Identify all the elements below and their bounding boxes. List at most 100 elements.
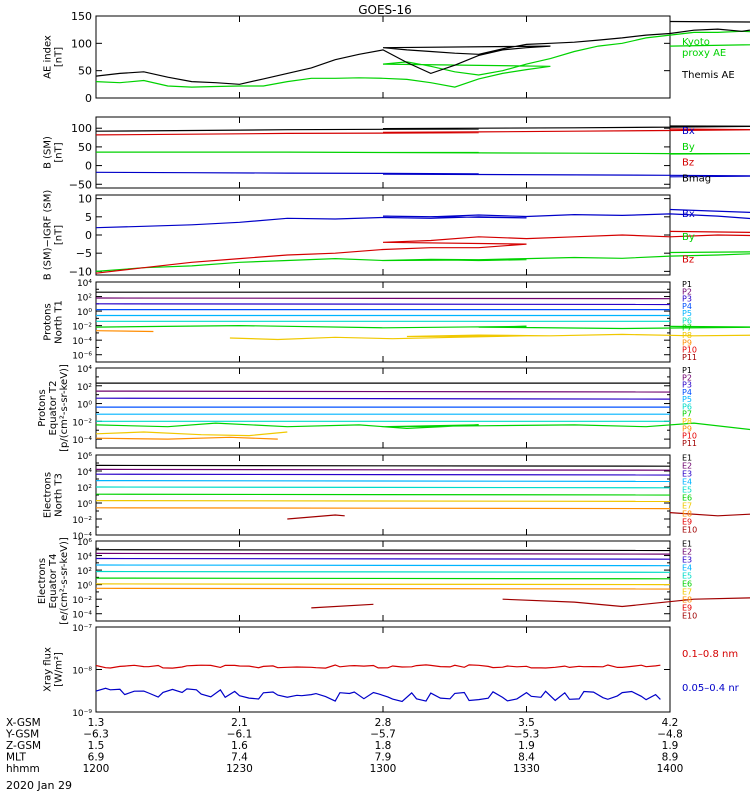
legend-label-e3: E3: [682, 470, 692, 479]
series-line-bz: [95, 128, 750, 136]
y-tick-label: 10²: [77, 383, 92, 393]
legend-label-e7: E7: [682, 588, 692, 597]
y-tick-label: 10⁴: [77, 365, 92, 375]
series-line-e2: [95, 552, 671, 555]
series-line-e10: [311, 603, 374, 609]
legend-label-p10: P10: [682, 432, 697, 441]
x-row-value: 7.9: [375, 752, 392, 764]
y-tick-label: 10⁴: [77, 553, 92, 563]
legend-label-e4: E4: [682, 564, 692, 573]
y-axis-label: AE index: [43, 35, 54, 79]
x-row-value: 8.4: [518, 752, 535, 764]
series-line-bx: [95, 171, 750, 178]
y-axis-label: [p/(cm²-s-sr-keV)]: [59, 364, 70, 452]
legend-label-e1: E1: [682, 454, 692, 463]
date-label: 2020 Jan 29: [6, 779, 72, 792]
legend-label-p7: P7: [682, 410, 692, 419]
legend-label-e10: E10: [682, 526, 697, 535]
series-line-e10b: [502, 597, 750, 608]
series-line-e3: [95, 557, 671, 560]
x-row-value: 1.3: [88, 717, 105, 729]
legend-label-p11: P11: [682, 353, 697, 362]
series-line-kyoto-proxy-ae: [95, 30, 750, 88]
x-axis-block: X-GSM 1.3 2.1 2.8 3.5 4.2 Y-GSM −6.3 −6.1 −5.7 −5.…: [5, 717, 683, 775]
legend-label-e9: E9: [682, 518, 692, 527]
panel-frame: [95, 15, 671, 99]
y-tick-label: 10⁻⁷: [72, 624, 92, 634]
x-row-value: −5.3: [514, 729, 540, 741]
legend-label-p9: P9: [682, 338, 692, 347]
y-tick-label: 50: [78, 65, 92, 78]
legend-label-by: By: [682, 142, 695, 153]
series-line-0-05-0-4-nm: [95, 687, 661, 703]
x-row-label: hhmm: [6, 763, 40, 775]
legend-label-e2: E2: [682, 548, 692, 557]
x-row-value: 1.8: [375, 740, 392, 752]
y-axis-label: Equator T2: [48, 381, 59, 436]
legend-label-by: By: [682, 232, 695, 243]
series-line-e8: [95, 507, 671, 510]
y-axis-label: B (SM): [43, 136, 54, 169]
legend-label-p7: P7: [682, 324, 692, 333]
legend-label-p2: P2: [682, 287, 692, 296]
legend-label-e5: E5: [682, 486, 692, 495]
legend-label-bx: Bx: [682, 209, 695, 220]
series-line-bmag: [95, 125, 750, 132]
series-line-e1: [95, 549, 671, 552]
y-tick-label: 10⁻⁴: [72, 337, 92, 347]
plot-title: GOES-16: [358, 3, 412, 17]
series-line-p3: [95, 303, 671, 306]
legend-label-p5: P5: [682, 395, 692, 404]
x-row-value: 1.5: [88, 740, 105, 752]
series-line-p7: [95, 324, 750, 330]
y-tick-label: 10⁻⁸: [72, 667, 92, 677]
series-line-p2: [95, 297, 671, 300]
y-tick-label: 0: [85, 92, 92, 105]
x-row-label: Z-GSM: [6, 740, 41, 752]
series-line-e10: [287, 514, 345, 520]
legend-label-p10: P10: [682, 346, 697, 355]
legend-label-e6: E6: [682, 580, 692, 589]
y-tick-label: 10²: [77, 484, 92, 494]
x-row-value: 7.4: [231, 752, 248, 764]
y-tick-label: −5: [76, 247, 92, 260]
x-row-value: 2.8: [375, 717, 392, 729]
series-line-bz: [95, 230, 750, 274]
legend-label-e9: E9: [682, 604, 692, 613]
x-row-value: 1230: [226, 763, 253, 775]
y-axis-label: [W/m²]: [54, 652, 65, 687]
x-row-value: 1.9: [662, 740, 679, 752]
y-tick-label: 10: [78, 193, 92, 206]
legend-label-p11: P11: [682, 439, 697, 448]
legend-label-e6: E6: [682, 494, 692, 503]
legend-label-e2: E2: [682, 462, 692, 471]
y-tick-label: −10: [69, 265, 92, 278]
legend-label-kyoto-proxy-ae: proxy AE: [682, 48, 726, 59]
legend-label-p3: P3: [682, 381, 692, 390]
y-tick-label: 10⁻⁴: [72, 611, 92, 621]
y-axis-label: North T3: [54, 473, 65, 517]
series-line-p3: [95, 397, 671, 400]
y-tick-label: 50: [78, 141, 92, 154]
x-row-value: −5.7: [370, 729, 396, 741]
legend-label-e5: E5: [682, 572, 692, 581]
legend-label-bx: Bx: [682, 126, 695, 137]
y-axis-label: [nT]: [54, 142, 65, 162]
x-row-label: Y-GSM: [5, 729, 39, 741]
y-axis-label: B (SM)−IGRF (SM): [43, 190, 54, 281]
y-axis-label: North T1: [54, 300, 65, 344]
legend-label-p5: P5: [682, 309, 692, 318]
legend-label-p2: P2: [682, 373, 692, 382]
legend-label-e8: E8: [682, 510, 692, 519]
y-tick-label: 10²: [77, 294, 92, 304]
y-tick-label: 10⁰: [77, 500, 92, 510]
legend-label-bz: Bz: [682, 158, 694, 169]
legend-label-e10: E10: [682, 612, 697, 621]
series-line-e4: [95, 564, 671, 567]
panel-frame: [95, 367, 671, 449]
legend-label-p3: P3: [682, 295, 692, 304]
series-line-by: [96, 151, 750, 155]
